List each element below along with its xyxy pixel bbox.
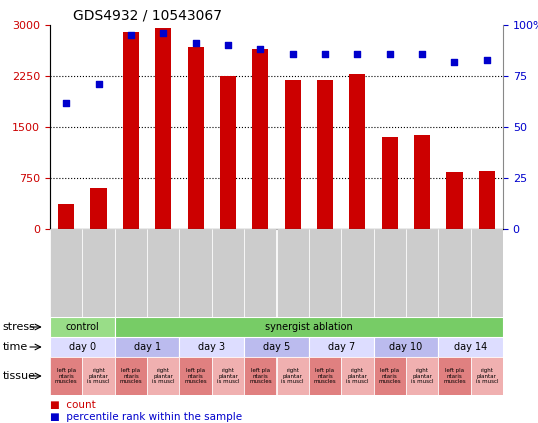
Text: right
plantar
is muscl: right plantar is muscl [217,368,239,385]
Text: synergist ablation: synergist ablation [265,322,353,332]
Bar [50,337,115,357]
Bar [373,229,406,317]
Text: right
plantar
is muscl: right plantar is muscl [152,368,174,385]
Text: day 1: day 1 [133,342,161,352]
Text: right
plantar
is muscl: right plantar is muscl [411,368,433,385]
Point [288,50,297,57]
Bar [277,357,309,395]
Bar [479,170,495,229]
Bar [188,47,204,229]
Text: tissue: tissue [3,371,36,381]
Bar [438,357,471,395]
Bar [115,229,147,317]
Bar [406,229,438,317]
Text: right
plantar
is muscl: right plantar is muscl [476,368,498,385]
Text: GDS4932 / 10543067: GDS4932 / 10543067 [73,8,222,22]
Bar [373,357,406,395]
Bar [115,357,147,395]
Text: day 3: day 3 [198,342,225,352]
Bar [212,357,244,395]
Bar [414,135,430,229]
Bar [58,204,74,229]
Bar [285,80,301,229]
Point [353,50,362,57]
Bar [180,357,212,395]
Bar [252,49,268,229]
Text: right
plantar
is muscl: right plantar is muscl [87,368,110,385]
Bar [50,229,82,317]
Bar [471,357,503,395]
Point [126,32,135,38]
Bar [341,357,373,395]
Text: left pla
ntaris
muscles: left pla ntaris muscles [378,368,401,385]
Text: left pla
ntaris
muscles: left pla ntaris muscles [119,368,142,385]
Bar [244,229,277,317]
Point [321,50,329,57]
Point [192,40,200,47]
Bar [90,188,107,229]
Text: ■  count: ■ count [50,400,96,410]
Point [256,46,265,53]
Text: day 5: day 5 [263,342,290,352]
Point [483,56,491,63]
Text: day 7: day 7 [328,342,355,352]
Text: left pla
ntaris
muscles: left pla ntaris muscles [443,368,466,385]
Bar [309,357,341,395]
Bar [115,337,180,357]
Bar [349,74,365,229]
Point [385,50,394,57]
Bar [180,229,212,317]
Bar [220,76,236,229]
Bar [317,80,333,229]
Text: right
plantar
is muscl: right plantar is muscl [281,368,304,385]
Text: left pla
ntaris
muscles: left pla ntaris muscles [249,368,272,385]
Text: right
plantar
is muscl: right plantar is muscl [346,368,369,385]
Bar [180,337,244,357]
Bar [244,357,277,395]
Bar [82,357,115,395]
Bar [50,317,115,337]
Bar [244,337,309,357]
Bar [277,229,309,317]
Bar [115,317,503,337]
Bar [373,337,438,357]
Text: left pla
ntaris
muscles: left pla ntaris muscles [185,368,207,385]
Text: day 10: day 10 [390,342,422,352]
Text: left pla
ntaris
muscles: left pla ntaris muscles [55,368,77,385]
Bar [381,137,398,229]
Text: time: time [3,342,28,352]
Bar [438,337,503,357]
Text: left pla
ntaris
muscles: left pla ntaris muscles [314,368,336,385]
Bar [471,229,503,317]
Point [418,50,427,57]
Bar [147,357,180,395]
Bar [147,229,180,317]
Bar [155,28,171,229]
Text: day 0: day 0 [69,342,96,352]
Point [224,42,232,49]
Bar [447,172,463,229]
Bar [406,357,438,395]
Bar [123,32,139,229]
Bar [50,357,82,395]
Text: stress: stress [3,322,36,332]
Text: day 14: day 14 [454,342,487,352]
Text: control: control [66,322,99,332]
Point [450,58,459,65]
Bar [212,229,244,317]
Bar [438,229,471,317]
Bar [82,229,115,317]
Point [94,81,103,88]
Text: ■  percentile rank within the sample: ■ percentile rank within the sample [50,412,242,422]
Bar [309,337,373,357]
Bar [309,229,341,317]
Point [159,30,167,36]
Bar [341,229,373,317]
Point [62,99,70,106]
